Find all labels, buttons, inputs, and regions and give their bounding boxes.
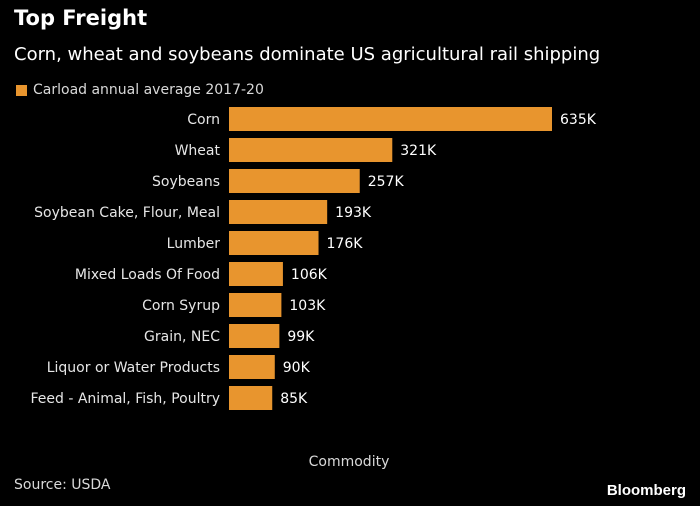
category-label: Feed - Animal, Fish, Poultry — [31, 391, 221, 407]
legend-swatch — [16, 84, 27, 96]
bar — [229, 107, 552, 131]
category-label: Wheat — [175, 143, 221, 159]
bar — [229, 324, 280, 348]
category-label: Soybeans — [152, 174, 220, 190]
data-label: 321K — [400, 143, 437, 159]
category-label: Corn Syrup — [142, 298, 220, 314]
legend-label: Carload annual average 2017-20 — [33, 82, 264, 98]
bloomberg-logo: Bloomberg — [606, 482, 686, 499]
category-label: Corn — [187, 112, 220, 128]
x-axis-label: Commodity — [309, 454, 390, 470]
bar — [229, 293, 282, 317]
chart-subtitle: Corn, wheat and soybeans dominate US agr… — [14, 44, 601, 65]
data-label: 635K — [560, 112, 597, 128]
data-label: 106K — [291, 267, 328, 283]
category-label: Soybean Cake, Flour, Meal — [34, 205, 220, 221]
source-note: Source: USDA — [14, 477, 111, 493]
data-label: 257K — [368, 174, 405, 190]
bar — [229, 355, 275, 379]
category-label: Grain, NEC — [144, 329, 220, 345]
bar — [229, 200, 328, 224]
legend: Carload annual average 2017-20 — [16, 82, 264, 98]
chart-title: Top Freight — [14, 6, 148, 30]
bar — [229, 169, 360, 193]
data-label: 193K — [335, 205, 372, 221]
data-label: 85K — [280, 391, 308, 407]
category-label: Lumber — [167, 236, 221, 252]
bars-layer: Corn 635K Wheat 321K Soybeans 257K Soybean Cak… — [31, 107, 597, 410]
category-label: Mixed Loads Of Food — [75, 267, 220, 283]
data-label: 90K — [283, 360, 311, 376]
bar — [229, 262, 283, 286]
data-label: 176K — [327, 236, 364, 252]
category-label: Liquor or Water Products — [47, 360, 220, 376]
bar-chart: Corn 635K Wheat 321K Soybeans 257K Soybean Cak… — [31, 107, 597, 470]
data-label: 103K — [289, 298, 326, 314]
bar — [229, 231, 319, 255]
bar — [229, 386, 273, 410]
data-label: 99K — [287, 329, 315, 345]
bar — [229, 138, 393, 162]
